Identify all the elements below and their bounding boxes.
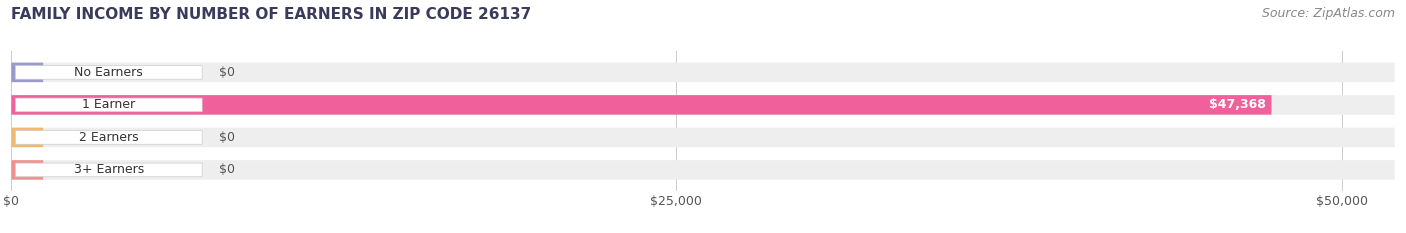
Text: $47,368: $47,368 [1209,98,1265,111]
FancyBboxPatch shape [11,63,1395,82]
FancyBboxPatch shape [15,130,202,144]
FancyBboxPatch shape [11,63,44,82]
Text: $0: $0 [219,163,235,176]
Text: 2 Earners: 2 Earners [79,131,139,144]
FancyBboxPatch shape [11,160,44,180]
Text: 1 Earner: 1 Earner [82,98,135,111]
FancyBboxPatch shape [15,98,202,112]
Text: 3+ Earners: 3+ Earners [73,163,143,176]
FancyBboxPatch shape [15,65,202,79]
Text: $0: $0 [219,66,235,79]
FancyBboxPatch shape [15,163,202,177]
FancyBboxPatch shape [11,128,1395,147]
Text: $0: $0 [219,131,235,144]
Text: FAMILY INCOME BY NUMBER OF EARNERS IN ZIP CODE 26137: FAMILY INCOME BY NUMBER OF EARNERS IN ZI… [11,7,531,22]
FancyBboxPatch shape [11,95,1271,115]
FancyBboxPatch shape [11,95,1395,115]
Text: No Earners: No Earners [75,66,143,79]
Text: Source: ZipAtlas.com: Source: ZipAtlas.com [1261,7,1395,20]
FancyBboxPatch shape [11,160,1395,180]
FancyBboxPatch shape [11,128,44,147]
